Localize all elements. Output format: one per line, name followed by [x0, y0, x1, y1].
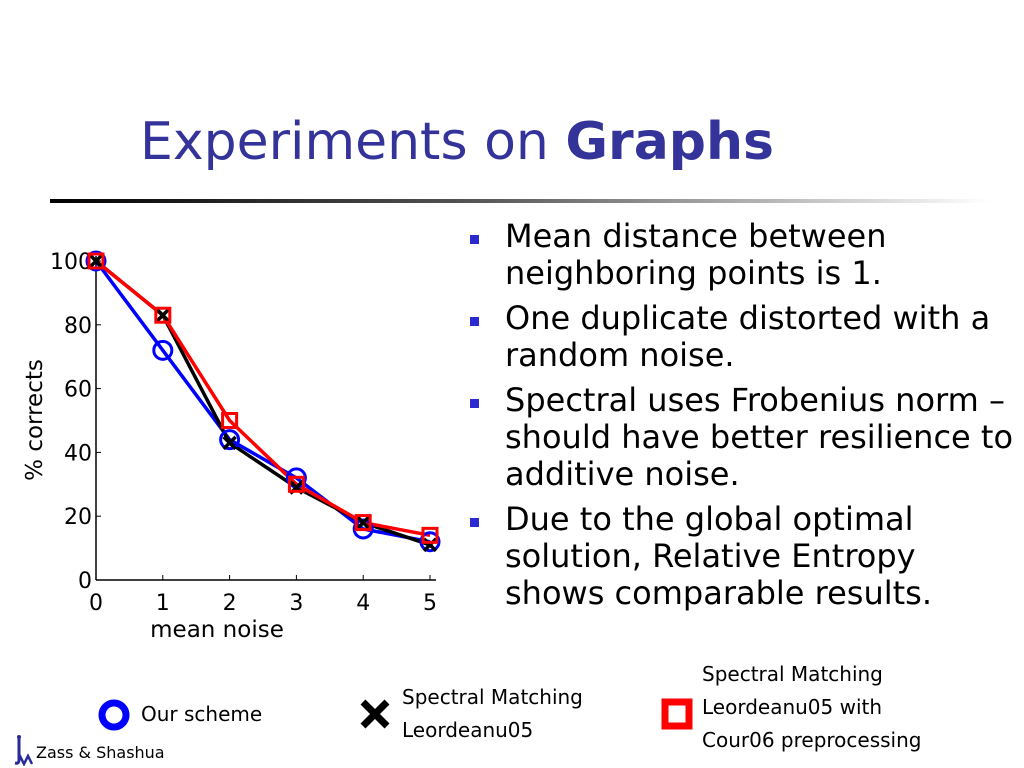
data-point-circle	[352, 518, 374, 540]
series-line-square	[94, 259, 431, 538]
title-bold: Graphs	[565, 112, 774, 172]
slide-title: Experiments on Graphs	[140, 112, 774, 172]
bullet-list: Mean distance between neighboring points…	[468, 218, 1018, 620]
y-axis-label: % corrects	[22, 359, 48, 481]
bullet-square-icon	[470, 235, 479, 244]
y-tick-label: 20	[64, 505, 92, 530]
legend-spectral-cour: Spectral Matching Leordeanu05 with Cour0…	[702, 662, 922, 752]
bullet-item: Due to the global optimal solution, Rela…	[468, 501, 1018, 612]
data-point-square	[154, 306, 172, 324]
data-point-square	[287, 475, 305, 493]
data-point-x	[222, 435, 237, 451]
data-point-x	[155, 307, 171, 323]
bullet-square-icon	[470, 399, 479, 408]
data-point-circle	[85, 250, 107, 272]
data-point-x	[88, 253, 104, 269]
data-point-circle	[219, 429, 241, 451]
chart-axes	[95, 256, 436, 581]
legend-spectral: Spectral Matching Leordeanu05	[402, 685, 583, 742]
title-divider	[50, 199, 990, 203]
x-tick-label: 5	[423, 591, 437, 616]
x-axis-label: mean noise	[150, 617, 284, 643]
chart-ticks: 0 20 40 60 80 100 0 1 2 3 4 5	[50, 250, 437, 616]
y-tick-label: 100	[50, 250, 92, 275]
bullet-item: Mean distance between neighboring points…	[468, 218, 1018, 292]
bullet-item: Spectral uses Frobenius norm – should ha…	[468, 382, 1018, 493]
y-tick-label: 40	[64, 441, 92, 466]
data-point-square	[421, 526, 439, 544]
x-tick-label: 1	[156, 591, 170, 616]
data-point-circle	[419, 531, 441, 553]
data-point-x	[355, 515, 371, 530]
y-tick-label: 80	[64, 314, 92, 339]
x-tick-label: 2	[223, 591, 237, 616]
footer-authors: Zass & Shashua	[36, 743, 165, 762]
bullet-item: One duplicate distorted with a random no…	[468, 300, 1018, 374]
data-point-circle	[152, 339, 174, 361]
bullet-square-icon	[470, 518, 479, 527]
title-plain: Experiments on	[140, 112, 549, 172]
chart-series	[85, 250, 441, 553]
noise-chart: 0 20 40 60 80 100 0 1 2 3 4 5 mean noise % corrects	[22, 250, 441, 643]
x-tick-label: 4	[356, 591, 370, 616]
legend-circle-icon	[98, 699, 130, 731]
bullet-square-icon	[470, 317, 479, 326]
series-line-circle	[94, 259, 431, 544]
y-tick-label: 60	[64, 378, 92, 403]
footer-logo-icon	[14, 735, 34, 766]
data-point-square	[354, 514, 372, 532]
legend-square-icon	[661, 698, 693, 730]
data-point-square	[87, 252, 105, 270]
legend-our-scheme: Our scheme	[141, 702, 263, 726]
x-tick-label: 3	[289, 591, 303, 616]
y-tick-label: 0	[78, 569, 92, 594]
legend-x-icon	[360, 699, 390, 729]
x-tick-label: 0	[89, 591, 103, 616]
data-point-square	[221, 412, 239, 429]
